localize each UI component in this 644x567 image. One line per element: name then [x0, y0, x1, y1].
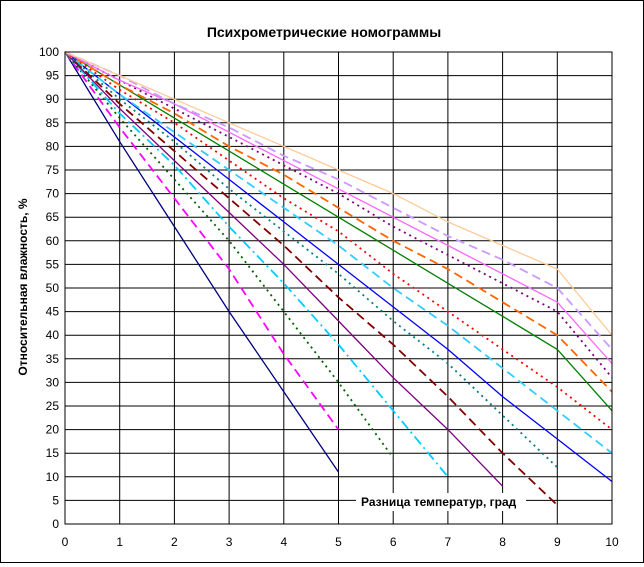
chart-title: Психрометрические номограммы — [207, 24, 441, 40]
y-tick-label: 15 — [46, 446, 60, 460]
x-tick-label: 2 — [171, 535, 178, 549]
y-tick-label: 95 — [46, 69, 60, 83]
series-line-9 — [64, 51, 613, 454]
series-line-7 — [64, 51, 558, 469]
series-line-10 — [64, 51, 613, 431]
series-line-8 — [64, 51, 613, 483]
y-tick-label: 60 — [46, 234, 60, 248]
y-tick-label: 25 — [46, 399, 60, 413]
y-tick-label: 70 — [46, 187, 60, 201]
y-tick-label: 80 — [46, 139, 60, 153]
series-line-3 — [64, 51, 394, 459]
series-line-6 — [64, 51, 558, 506]
series-line-14 — [64, 51, 613, 364]
series-line-4 — [64, 51, 449, 478]
y-tick-label: 90 — [46, 92, 60, 106]
x-tick-label: 8 — [499, 535, 506, 549]
y-tick-label: 100 — [39, 45, 59, 59]
y-tick-label: 35 — [46, 352, 60, 366]
series-line-13 — [64, 51, 613, 379]
y-tick-label: 10 — [46, 470, 60, 484]
y-tick-label: 75 — [46, 163, 60, 177]
series-line-2 — [64, 51, 340, 431]
y-tick-label: 65 — [46, 210, 60, 224]
y-axis-label: Относительная влажность, % — [16, 198, 30, 376]
series-line-16 — [64, 51, 613, 336]
series-group — [64, 51, 613, 506]
series-line-5 — [64, 51, 504, 487]
y-tick-label: 55 — [46, 257, 60, 271]
series-line-12 — [64, 51, 613, 393]
y-tick-label: 0 — [52, 517, 59, 531]
y-tick-label: 50 — [46, 281, 60, 295]
x-tick-label: 4 — [280, 535, 287, 549]
x-tick-label: 3 — [226, 535, 233, 549]
x-tick-label: 10 — [605, 535, 619, 549]
x-tick-label: 0 — [62, 535, 69, 549]
y-tick-label: 40 — [46, 328, 60, 342]
x-tick-label: 6 — [390, 535, 397, 549]
y-tick-label: 20 — [46, 423, 60, 437]
x-tick-label: 5 — [335, 535, 342, 549]
series-line-11 — [64, 51, 613, 412]
y-tick-label: 85 — [46, 116, 60, 130]
x-tick-labels: 0 1 2 3 4 5 6 7 8 9 10 — [62, 535, 619, 549]
series-line-1 — [64, 51, 340, 473]
x-axis-annotation: Разница температур, град — [361, 495, 517, 509]
y-tick-label: 45 — [46, 305, 60, 319]
annotation-background — [356, 493, 526, 511]
y-tick-label: 5 — [52, 493, 59, 507]
x-tick-label: 7 — [445, 535, 452, 549]
y-tick-label: 30 — [46, 375, 60, 389]
y-tick-labels: 0 5 10 15 20 25 30 35 40 45 50 55 60 65 70 75 80 85 90 95 10… — [39, 45, 59, 531]
series-line-15 — [64, 51, 613, 350]
x-tick-label: 9 — [554, 535, 561, 549]
plot-area-border — [64, 51, 613, 525]
x-tick-label: 1 — [116, 535, 123, 549]
